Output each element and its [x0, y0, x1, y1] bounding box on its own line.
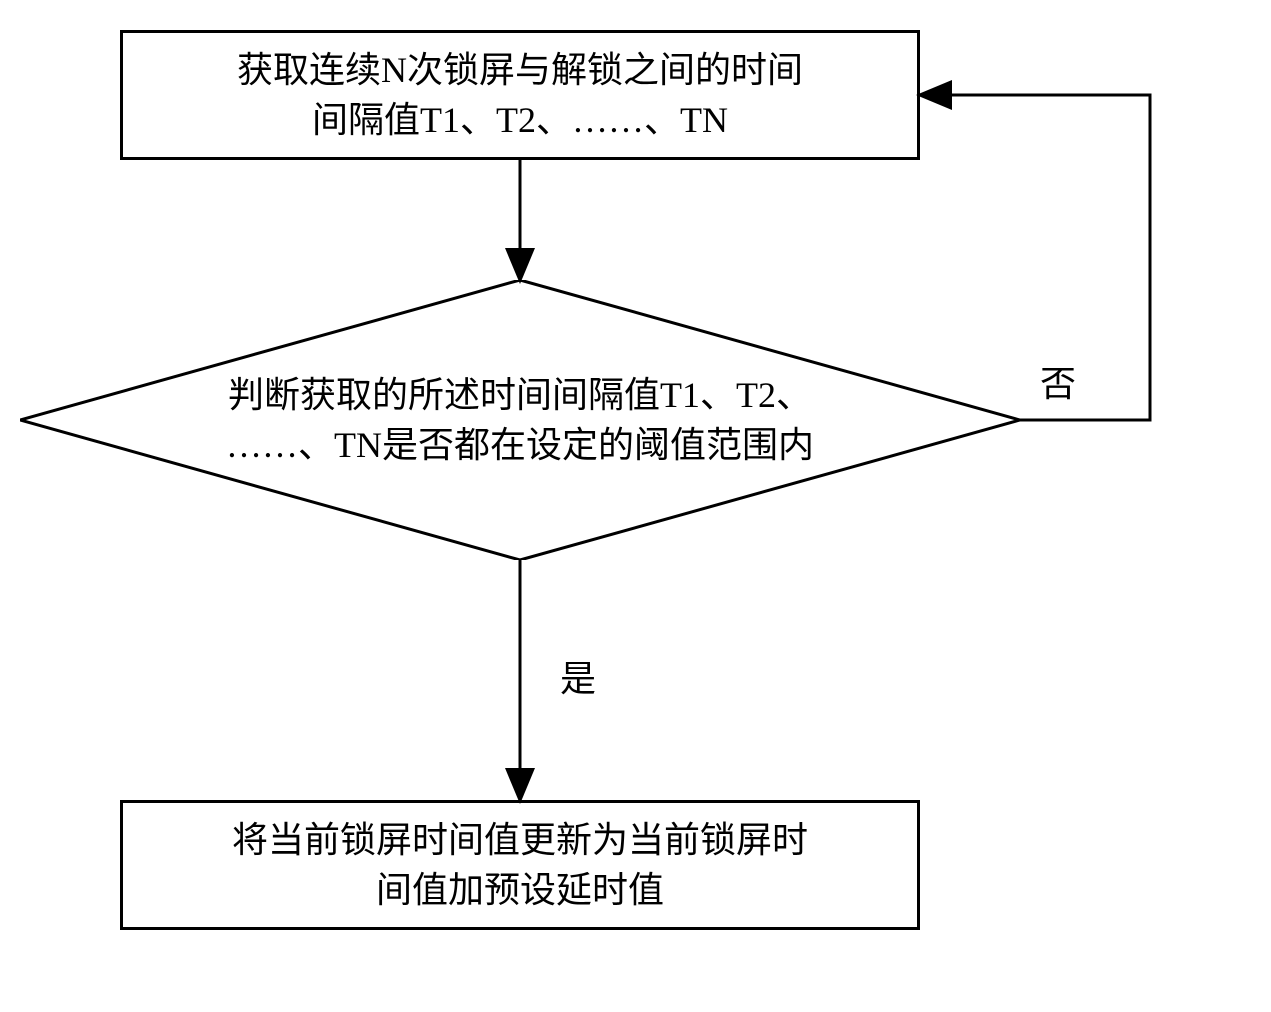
node-step3-text: 将当前锁屏时间值更新为当前锁屏时 间值加预设延时值	[212, 807, 828, 924]
node-step3: 将当前锁屏时间值更新为当前锁屏时 间值加预设延时值	[120, 800, 920, 930]
edge-label-no: 否	[1040, 355, 1076, 407]
node-decision-text: 判断获取的所述时间间隔值T1、T2、 ……、TN是否都在设定的阈值范围内	[20, 280, 1020, 560]
edge-label-yes: 是	[560, 650, 596, 702]
flowchart-canvas: 获取连续N次锁屏与解锁之间的时间 间隔值T1、T2、……、TN 判断获取的所述时…	[0, 0, 1271, 1012]
node-step1: 获取连续N次锁屏与解锁之间的时间 间隔值T1、T2、……、TN	[120, 30, 920, 160]
node-decision: 判断获取的所述时间间隔值T1、T2、 ……、TN是否都在设定的阈值范围内	[20, 280, 1020, 560]
node-step1-text: 获取连续N次锁屏与解锁之间的时间 间隔值T1、T2、……、TN	[217, 37, 823, 154]
